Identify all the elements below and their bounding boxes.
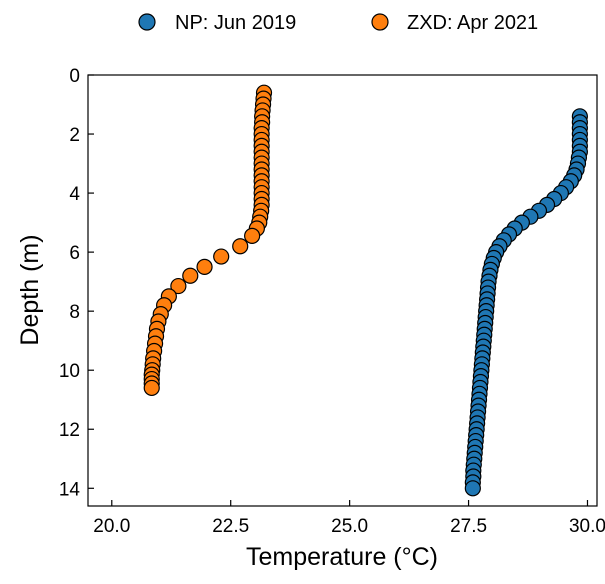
zxd-data-point [182, 267, 199, 284]
zxd-data-point [143, 379, 160, 397]
zxd-data-point [213, 248, 230, 265]
x-tick-label: 30.0 [569, 516, 605, 537]
y-tick-label: 6 [69, 243, 80, 264]
y-tick-label: 2 [69, 125, 80, 146]
legend-marker-zxd [371, 13, 389, 31]
data-points [143, 84, 588, 497]
y-tick-label: 0 [69, 66, 80, 87]
y-axis-title: Depth (m) [16, 234, 44, 345]
plot-frame [87, 74, 598, 507]
x-axis-title: Temperature (°C) [246, 543, 438, 571]
y-tick-label: 8 [69, 302, 80, 323]
zxd-data-point [170, 277, 187, 295]
legend: NP: Jun 2019 ZXD: Apr 2021 [138, 12, 538, 34]
legend-marker-np [138, 13, 156, 31]
legend-label-zxd: ZXD: Apr 2021 [407, 12, 538, 34]
axes: 20.0 22.5 25.0 27.5 30.0 0 2 4 6 8 10 12 14 [59, 66, 605, 537]
zxd-data-point [244, 227, 261, 244]
y-tick-label: 12 [59, 420, 80, 441]
y-tick-label: 14 [59, 479, 81, 500]
y-tick-label: 10 [59, 361, 80, 382]
x-tick-label: 20.0 [93, 516, 130, 537]
y-tick-label: 4 [69, 184, 80, 205]
np-data-point [464, 480, 481, 497]
x-tick-label: 27.5 [450, 516, 487, 537]
zxd-data-point [232, 238, 249, 255]
zxd-data-point [196, 258, 213, 275]
x-tick-label: 22.5 [212, 516, 249, 537]
x-tick-label: 25.0 [331, 516, 368, 537]
legend-label-np: NP: Jun 2019 [175, 12, 296, 34]
